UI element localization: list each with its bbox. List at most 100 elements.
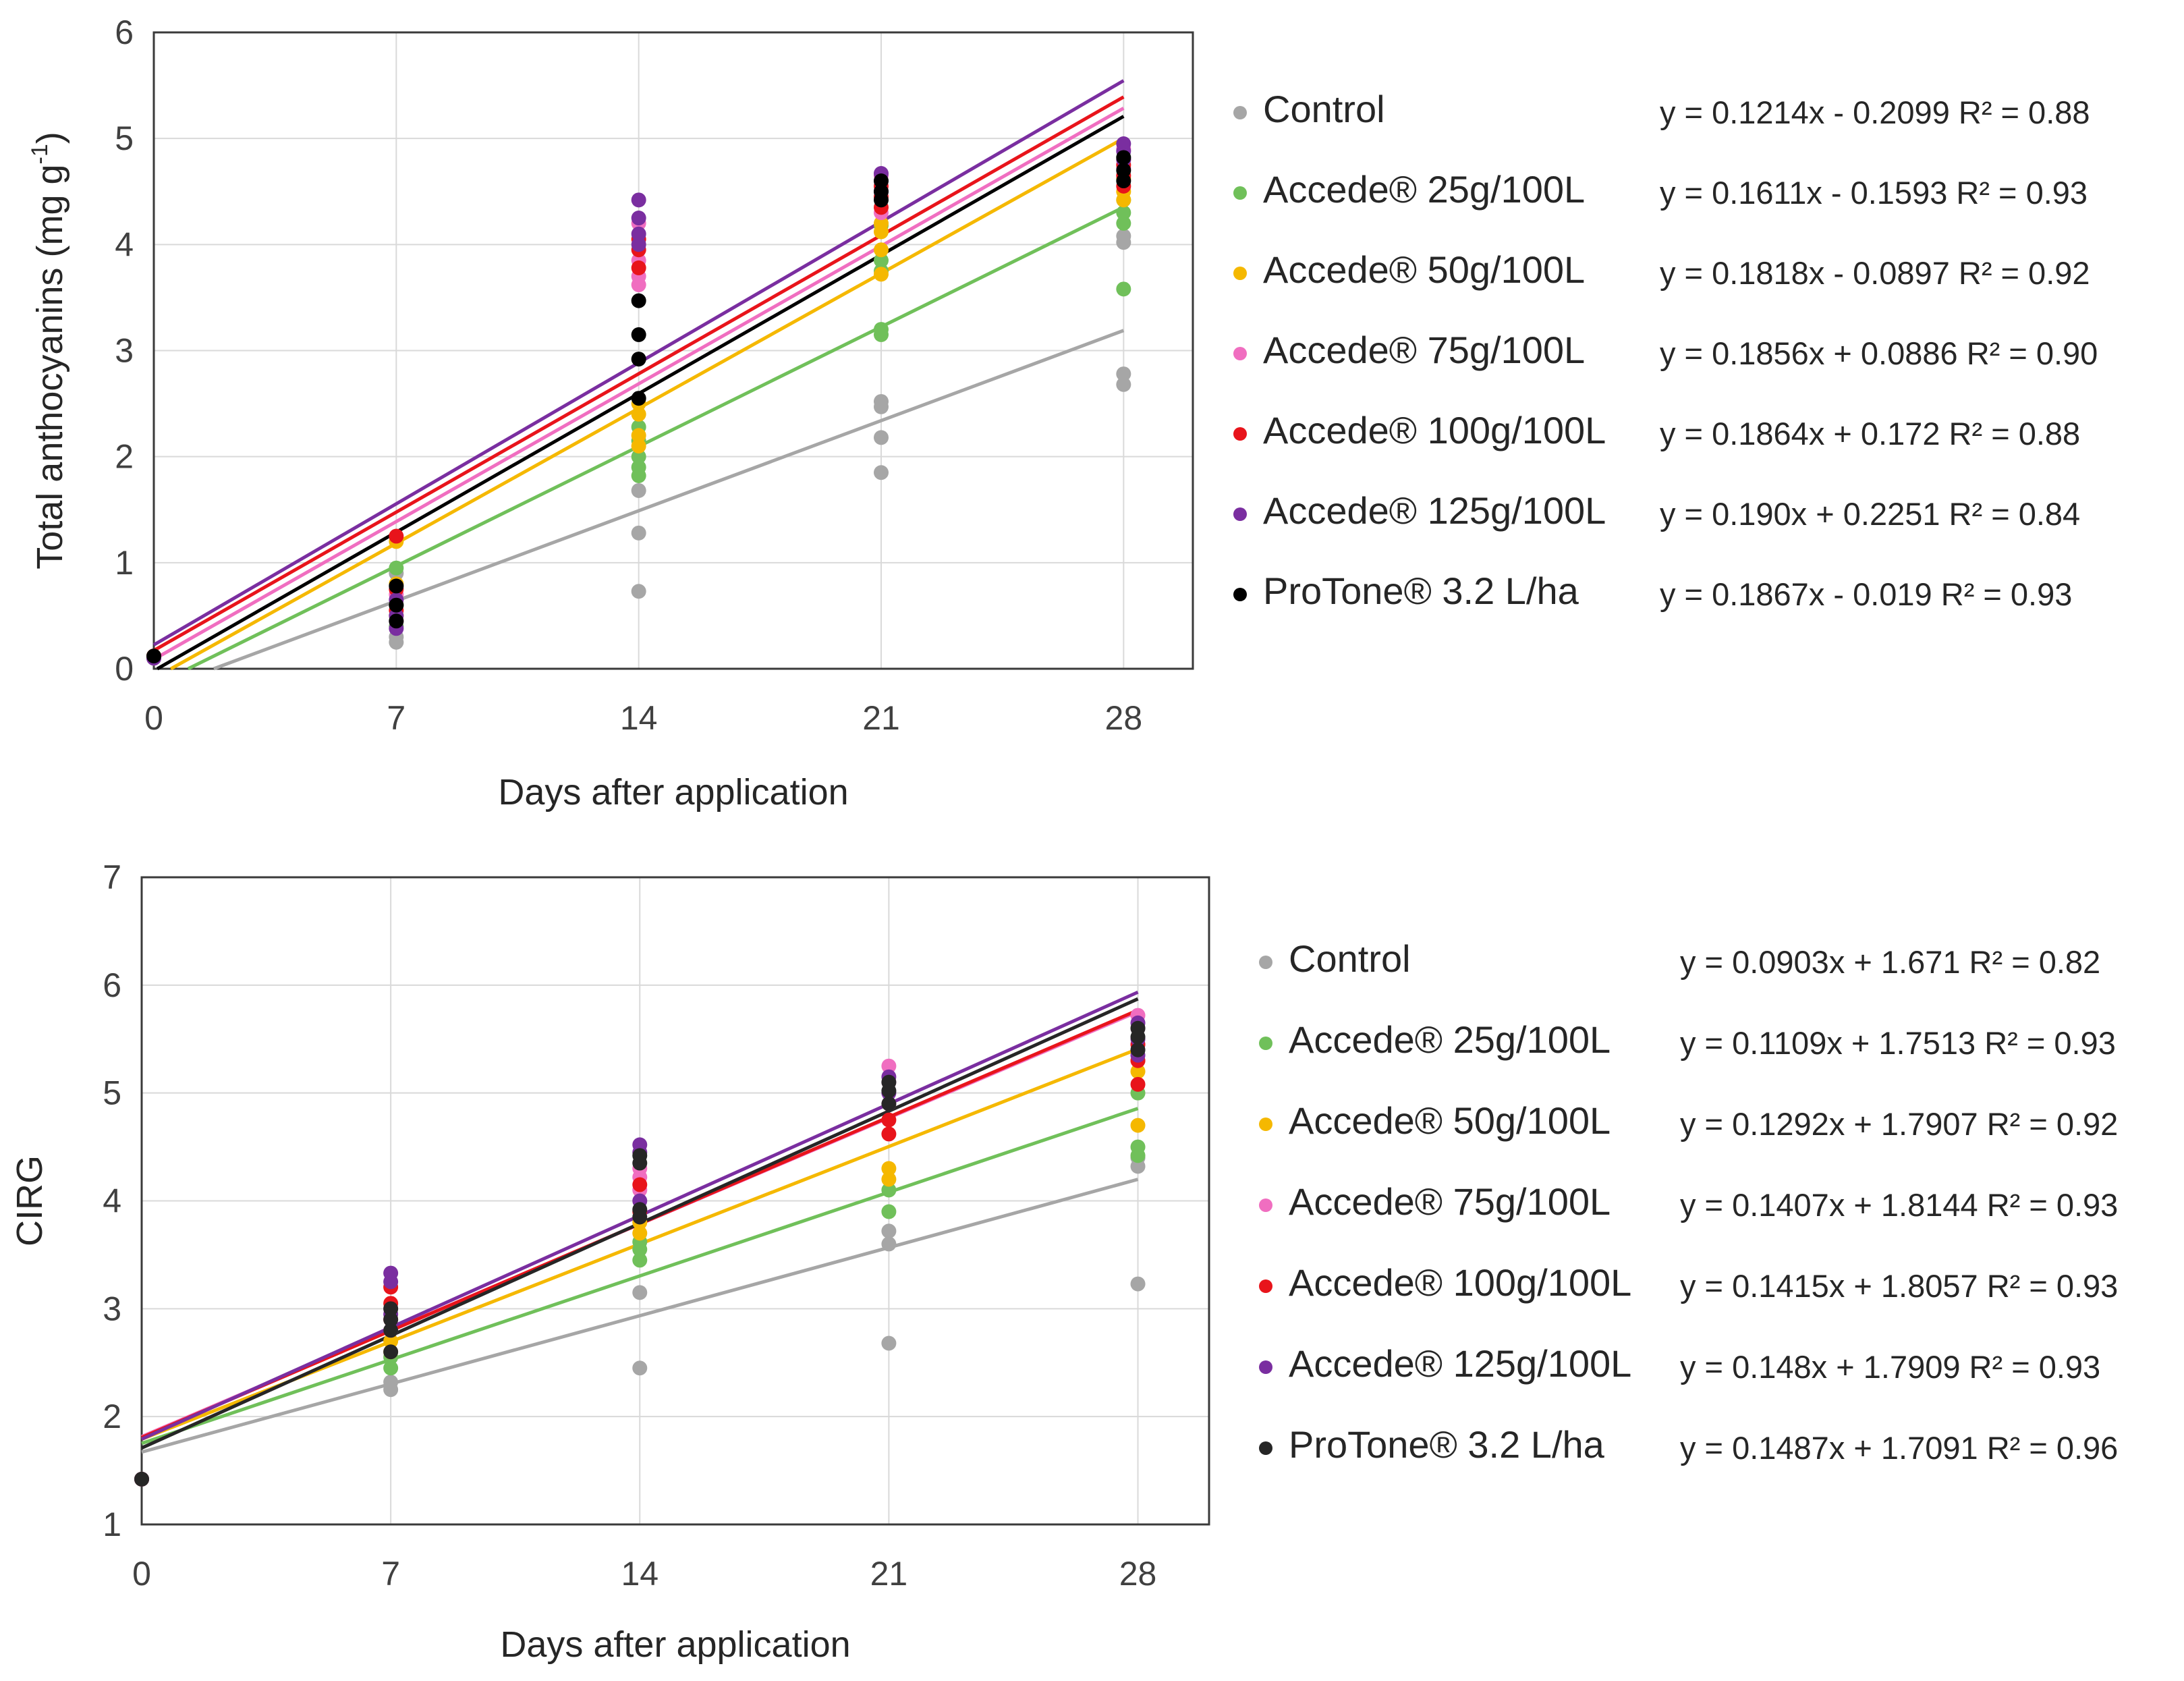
data-point [383,1301,399,1317]
data-point [881,1223,897,1239]
data-point [881,1172,897,1187]
regression-equation: y = 0.1818x - 0.0897 R² = 0.92 [1660,255,2090,291]
data-points [146,136,1131,666]
regression-equation: y = 0.1487x + 1.7091 R² = 0.96 [1680,1430,2118,1466]
legend-marker [1233,588,1247,601]
data-point [874,215,889,231]
data-point [1116,215,1131,231]
legend-label: Control [1289,937,1411,980]
trendlines [152,79,1125,671]
x-axis-label: Days after application [498,772,848,812]
data-point [631,449,646,464]
data-point [881,1126,897,1142]
data-points [134,1008,1146,1487]
data-point [389,560,404,576]
data-point [1116,281,1131,297]
regression-equation: y = 0.1109x + 1.7513 R² = 0.93 [1680,1025,2116,1061]
data-point [874,267,889,282]
legend-label: Accede® 75g/100L [1263,329,1585,371]
x-tick-label: 7 [387,699,405,737]
tick-labels: 1 2 3 4 5 6 7 0 7 14 21 28 [103,858,1156,1593]
legend-label: Accede® 125g/100L [1289,1342,1631,1385]
legend-label: Accede® 25g/100L [1263,168,1585,211]
data-point [383,1312,399,1327]
regression-equation: y = 0.190x + 0.2251 R² = 0.84 [1660,496,2080,532]
data-point [874,465,889,480]
data-point [389,528,404,544]
trendline [141,1178,1139,1454]
regression-equation: y = 0.1867x - 0.019 R² = 0.93 [1660,576,2072,612]
data-point [1116,136,1131,152]
y-tick-label: 4 [115,225,134,263]
cirg-chart: 1 2 3 4 5 6 7 0 7 14 21 28 Days after application C… [9,858,2118,1665]
x-tick-label: 21 [870,1555,908,1593]
data-point [874,184,889,199]
data-point [631,327,646,342]
y-axis-label: CIRG [9,1155,50,1246]
data-point [383,1323,399,1338]
legend-marker [1259,1360,1272,1374]
regression-equation: y = 0.1407x + 1.8144 R² = 0.93 [1680,1187,2118,1223]
y-tick-label: 1 [115,544,134,582]
data-point [1130,1020,1146,1036]
regression-equation: y = 0.1864x + 0.172 R² = 0.88 [1660,416,2080,451]
data-point [881,1058,897,1074]
legend-label: Accede® 100g/100L [1289,1261,1631,1304]
legend-label: Accede® 25g/100L [1289,1018,1611,1061]
legend-label: Accede® 50g/100L [1289,1099,1611,1142]
data-point [1130,1064,1146,1079]
data-point [631,293,646,308]
data-point [874,242,889,258]
data-point [1116,377,1131,392]
legend-marker [1233,427,1247,441]
data-point [389,578,404,594]
data-point [146,649,161,664]
legend-marker [1233,347,1247,360]
x-tick-label: 14 [620,699,658,737]
legend-label: Accede® 125g/100L [1263,489,1606,532]
legend-marker [1233,186,1247,200]
regression-equation: y = 0.1415x + 1.8057 R² = 0.93 [1680,1268,2118,1304]
data-point [632,1225,648,1241]
legend-label: Accede® 75g/100L [1289,1180,1611,1223]
x-tick-label: 14 [621,1555,659,1593]
legend-marker [1233,267,1247,280]
data-point [389,613,404,629]
y-tick-label: 2 [115,438,134,476]
data-point [383,1375,399,1390]
data-point [134,1471,149,1487]
data-point [1116,173,1131,189]
legend-marker [1259,1037,1272,1050]
x-tick-label: 28 [1105,699,1143,737]
trendline [187,205,1125,671]
legend-label: ProTone® 3.2 L/ha [1263,570,1579,612]
x-tick-label: 0 [144,699,163,737]
data-point [1116,205,1131,221]
legend-marker [1259,956,1272,969]
legend-label: Control [1263,88,1385,130]
data-point [874,173,889,189]
legend-marker [1259,1198,1272,1212]
trendline [141,1107,1139,1445]
data-point [631,391,646,406]
plot-area [140,876,1210,1526]
data-point [874,252,889,268]
trendline [152,95,1125,653]
y-tick-label: 1 [103,1506,121,1543]
y-axis-label: Total anthocyanins (mg g-1) [27,132,70,570]
data-point [1116,228,1131,244]
data-point [632,1177,648,1192]
data-point [632,1285,648,1300]
tick-labels: 0 1 2 3 4 5 6 0 7 14 21 28 [115,13,1142,737]
data-point [632,1148,648,1163]
regression-equation: y = 0.1214x - 0.2099 R² = 0.88 [1660,94,2090,130]
data-point [383,1265,399,1281]
data-point [383,1333,399,1349]
data-point [881,1236,897,1252]
data-point [631,525,646,541]
data-point [881,1182,897,1198]
x-tick-label: 7 [381,1555,400,1593]
x-tick-label: 21 [862,699,900,737]
y-tick-label: 5 [115,119,134,157]
